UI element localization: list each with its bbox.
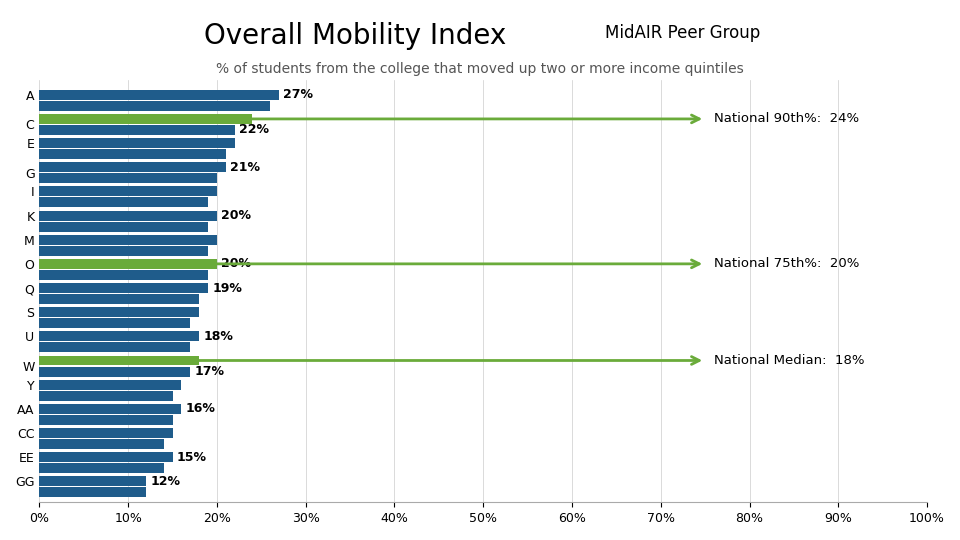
Text: 22%: 22% <box>239 124 269 137</box>
Bar <box>39 125 234 135</box>
Bar <box>39 294 199 304</box>
Bar <box>39 138 234 148</box>
Bar <box>39 283 208 293</box>
Bar <box>39 439 163 449</box>
Text: 18%: 18% <box>204 330 233 343</box>
Bar <box>39 246 208 256</box>
Bar <box>39 114 252 124</box>
Bar <box>39 162 226 172</box>
Bar <box>39 270 208 280</box>
Bar <box>39 332 199 341</box>
Bar <box>39 415 173 425</box>
Bar <box>39 211 217 220</box>
Bar <box>39 355 199 366</box>
Text: National 75th%:  20%: National 75th%: 20% <box>714 258 859 271</box>
Text: 20%: 20% <box>222 209 252 222</box>
Bar <box>39 476 146 486</box>
Text: National Median:  18%: National Median: 18% <box>714 354 865 367</box>
Text: 12%: 12% <box>151 475 180 488</box>
Text: 20%: 20% <box>222 258 252 271</box>
Bar <box>39 198 208 207</box>
Text: 16%: 16% <box>186 402 216 415</box>
Bar <box>39 342 190 352</box>
Text: 19%: 19% <box>212 281 242 294</box>
Bar <box>39 235 217 245</box>
Bar <box>39 90 279 100</box>
Bar <box>39 173 217 183</box>
Bar <box>39 463 163 473</box>
Bar <box>39 101 270 111</box>
Text: 21%: 21% <box>230 161 260 174</box>
Text: National 90th%:  24%: National 90th%: 24% <box>714 112 859 125</box>
Bar <box>39 452 173 462</box>
Bar <box>39 149 226 159</box>
Text: % of students from the college that moved up two or more income quintiles: % of students from the college that move… <box>216 62 744 76</box>
Text: 15%: 15% <box>177 450 207 464</box>
Bar <box>39 404 181 414</box>
Bar <box>39 367 190 376</box>
Bar <box>39 380 181 390</box>
Text: 17%: 17% <box>195 365 225 378</box>
Bar <box>39 390 173 401</box>
Text: Overall Mobility Index: Overall Mobility Index <box>204 22 506 50</box>
Bar <box>39 307 199 317</box>
Bar <box>39 487 146 497</box>
Bar <box>39 318 190 328</box>
Bar <box>39 428 173 438</box>
Bar <box>39 186 217 197</box>
Text: 27%: 27% <box>283 88 314 102</box>
Text: MidAIR Peer Group: MidAIR Peer Group <box>605 24 760 42</box>
Bar <box>39 221 208 232</box>
Bar <box>39 259 217 269</box>
